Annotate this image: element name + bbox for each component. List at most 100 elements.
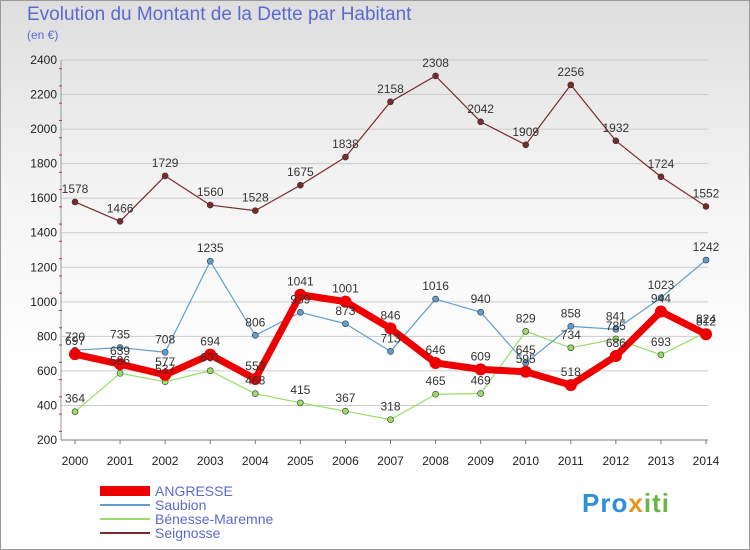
data-point-saubion xyxy=(477,308,484,316)
legend-swatch-benesse-maremne xyxy=(100,518,150,520)
data-label-angresse: 1041 xyxy=(287,275,314,289)
x-tick-label: 2001 xyxy=(107,454,134,468)
data-label-seignosse: 2308 xyxy=(422,56,449,70)
y-tick-label: 1600 xyxy=(30,191,57,205)
data-point-b-nesse-maremne xyxy=(477,390,484,397)
legend-label-angresse: ANGRESSE xyxy=(155,483,233,499)
x-tick-label: 2004 xyxy=(242,454,269,468)
data-point-saubion xyxy=(251,332,259,339)
data-point-b-nesse-maremne xyxy=(116,370,124,377)
data-point-b-nesse-maremne xyxy=(71,408,79,415)
data-point-saubion xyxy=(567,323,575,330)
data-label-seignosse: 1675 xyxy=(287,165,314,179)
data-point-seignosse xyxy=(612,137,620,145)
data-point-angresse xyxy=(564,379,577,392)
data-point-seignosse xyxy=(522,141,530,149)
legend-label-saubion: Saubion xyxy=(155,497,207,513)
data-label-angresse: 697 xyxy=(65,334,85,348)
legend-label-benesse-maremne: Bénesse-Maremne xyxy=(155,511,274,527)
data-point-b-nesse-maremne xyxy=(612,335,620,343)
data-point-angresse xyxy=(69,348,81,361)
data-point-angresse xyxy=(339,295,352,308)
data-label-saubion: 645 xyxy=(516,343,536,357)
data-point-angresse xyxy=(294,288,307,301)
data-point-saubion xyxy=(161,348,169,356)
data-label-b-nesse-maremne: 586 xyxy=(110,353,130,367)
data-point-saubion xyxy=(387,348,394,355)
data-point-angresse xyxy=(654,305,667,318)
data-label-saubion: 873 xyxy=(335,304,355,318)
chart-title: Evolution du Montant de la Dette par Hab… xyxy=(27,4,412,25)
x-tick-label: 2003 xyxy=(197,454,224,468)
data-point-saubion xyxy=(297,309,304,316)
data-label-b-nesse-maremne: 537 xyxy=(155,362,175,376)
y-tick-label: 1800 xyxy=(30,157,57,171)
data-label-angresse: 646 xyxy=(426,343,446,357)
data-label-angresse: 944 xyxy=(651,291,671,305)
data-label-saubion: 939 xyxy=(290,292,310,306)
y-tick-label: 800 xyxy=(37,329,57,343)
y-tick-label: 400 xyxy=(37,398,57,412)
y-tick-label: 200 xyxy=(37,433,57,447)
data-label-saubion: 1242 xyxy=(693,240,720,254)
x-tick-label: 2000 xyxy=(62,454,89,468)
data-label-saubion: 735 xyxy=(110,328,130,342)
data-point-b-nesse-maremne xyxy=(342,407,349,415)
data-point-b-nesse-maremne xyxy=(657,351,665,359)
data-label-angresse: 639 xyxy=(110,344,130,358)
y-tick-label: 2200 xyxy=(30,88,57,102)
x-tick-label: 2009 xyxy=(467,454,494,468)
series-line-seignosse xyxy=(74,75,707,222)
x-tick-label: 2012 xyxy=(603,454,630,468)
data-label-angresse: 595 xyxy=(516,352,536,366)
y-tick-label: 600 xyxy=(37,364,57,378)
x-tick-label: 2007 xyxy=(377,454,404,468)
data-point-b-nesse-maremne xyxy=(567,344,575,352)
data-label-angresse: 846 xyxy=(380,308,400,322)
data-label-b-nesse-maremne: 465 xyxy=(426,374,446,388)
data-label-seignosse: 1932 xyxy=(603,121,630,135)
data-label-seignosse: 1560 xyxy=(197,185,224,199)
data-point-seignosse xyxy=(567,81,575,89)
data-point-saubion xyxy=(116,344,124,351)
data-label-saubion: 708 xyxy=(155,332,175,346)
data-point-angresse xyxy=(429,356,442,369)
y-tick-label: 1000 xyxy=(30,295,57,309)
data-point-seignosse xyxy=(342,153,349,161)
data-point-b-nesse-maremne xyxy=(522,328,530,335)
data-point-seignosse xyxy=(432,72,439,80)
data-point-angresse xyxy=(159,368,172,381)
x-tick-label: 2011 xyxy=(558,454,584,468)
data-point-seignosse xyxy=(477,118,484,126)
data-label-b-nesse-maremne: 367 xyxy=(335,391,355,405)
data-point-angresse xyxy=(384,322,397,335)
x-tick-label: 2008 xyxy=(422,454,449,468)
data-point-seignosse xyxy=(71,198,79,206)
data-point-seignosse xyxy=(702,203,710,210)
data-label-b-nesse-maremne: 693 xyxy=(651,335,671,349)
proxiti-logo: Proxiti xyxy=(582,488,670,518)
data-label-saubion: 858 xyxy=(561,306,581,320)
data-point-seignosse xyxy=(116,218,124,225)
data-point-angresse xyxy=(249,373,262,386)
data-point-b-nesse-maremne xyxy=(251,390,259,398)
legend-swatch-saubion xyxy=(100,504,150,506)
data-label-seignosse: 1466 xyxy=(107,201,134,215)
data-point-angresse xyxy=(474,363,487,376)
data-label-saubion: 713 xyxy=(380,331,400,345)
x-tick-label: 2014 xyxy=(693,454,720,468)
data-label-seignosse: 1724 xyxy=(648,157,675,171)
legend-swatch-seignosse xyxy=(100,532,150,534)
data-point-b-nesse-maremne xyxy=(297,399,304,407)
data-point-seignosse xyxy=(251,207,259,214)
data-point-saubion xyxy=(432,295,439,303)
data-label-saubion: 1023 xyxy=(648,278,675,292)
data-point-angresse xyxy=(519,365,532,378)
chart-subtitle: (en €) xyxy=(27,28,59,42)
data-label-b-nesse-maremne: 785 xyxy=(606,319,626,333)
data-label-seignosse: 2042 xyxy=(467,102,494,116)
x-tick-label: 2010 xyxy=(512,454,539,468)
data-label-saubion: 1016 xyxy=(422,279,449,293)
data-label-b-nesse-maremne: 734 xyxy=(561,328,581,342)
